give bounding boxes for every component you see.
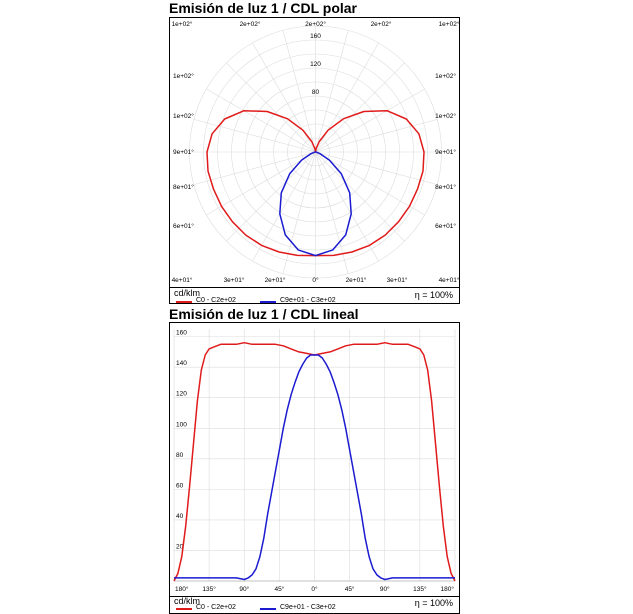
polar-angle-label: 3e+01° [387, 276, 408, 284]
linear-legend-label-2: C9e+01 - C3e+02 [280, 604, 336, 611]
linear-x-tick-label: 45° [274, 585, 284, 593]
polar-grid-spoke [315, 88, 425, 153]
polar-radial-tick-label: 120 [310, 61, 321, 68]
polar-grid-spoke [206, 88, 316, 153]
linear-chart-plot: 20 40 60 80 100 120 140 160 180° 135° 90° 45° 0° 45° 9… [173, 329, 456, 593]
linear-y-tick-label: 160 [176, 330, 187, 337]
linear-x-tick-label: 180° [175, 585, 189, 593]
polar-grid-spoke [193, 119, 316, 153]
polar-series-2-curve [279, 151, 352, 257]
polar-grid-spoke [226, 62, 316, 153]
polar-grid-spoke [315, 151, 438, 185]
polar-angle-label: 0° [312, 276, 319, 284]
polar-grid-spoke [252, 151, 316, 262]
polar-angle-label: 6e+01° [173, 222, 194, 230]
polar-angle-label: 2e+02° [371, 20, 392, 28]
polar-legend-swatch-red [176, 301, 192, 303]
polar-radial-tick-label: 160 [310, 33, 321, 40]
polar-angle-label: 1e+02° [172, 20, 193, 28]
polar-grid-spoke [315, 151, 425, 216]
polar-grid-spoke [315, 151, 405, 242]
linear-y-tick-label: 60 [176, 482, 184, 489]
polar-grid-spoke [315, 30, 349, 153]
polar-angle-label: 9e+01° [435, 148, 456, 156]
polar-grid-spoke [315, 151, 379, 262]
linear-y-tick-label: 100 [176, 421, 187, 428]
polar-angle-label: 4e+01° [172, 276, 193, 284]
polar-grid-spoke [315, 119, 438, 153]
linear-series-2-line [174, 354, 455, 581]
polar-angle-label: 2e+02° [240, 20, 261, 28]
polar-angle-label: 2e+02° [305, 20, 326, 28]
linear-legend-swatch-blue [260, 608, 276, 610]
polar-angle-label: 1e+02° [173, 72, 194, 80]
polar-legend-label-2: C9e+01 - C3e+02 [280, 297, 336, 304]
polar-angle-label: 8e+01° [173, 183, 194, 191]
polar-chart-panel: 80 120 160 1e+02° 2e+02° 2e+02° 2e+02° 1e+02° 1e… [169, 17, 460, 304]
polar-angle-label: 1e+02° [435, 72, 456, 80]
linear-y-tick-label: 80 [176, 452, 184, 459]
polar-radial-tick-label: 80 [312, 89, 320, 96]
linear-x-tick-label: 90° [239, 585, 249, 593]
polar-legend-swatch-blue [260, 301, 276, 303]
linear-unit-label: cd/klm [174, 596, 201, 606]
polar-angle-label: 4e+01° [439, 276, 459, 284]
polar-efficiency-label: η = 100% [414, 290, 453, 300]
linear-x-tick-label: 135° [413, 585, 427, 593]
polar-angle-label: 2e+01° [265, 276, 286, 284]
linear-chart-title: Emisión de luz 1 / CDL lineal [169, 306, 359, 322]
linear-y-tick-label: 20 [176, 543, 184, 550]
polar-grid-spoke [193, 151, 316, 185]
linear-footer-separator [170, 596, 459, 597]
polar-angle-label: 2e+01° [346, 276, 367, 284]
linear-y-tick-label: 120 [176, 391, 187, 398]
polar-angle-label: 9e+01° [173, 148, 194, 156]
linear-x-tick-label: 135° [202, 585, 216, 593]
polar-angle-label: 1e+02° [435, 112, 456, 120]
polar-chart-plot: 80 120 160 1e+02° 2e+02° 2e+02° 2e+02° 1e+02° 1e… [172, 20, 459, 284]
polar-angle-label: 3e+01° [224, 276, 245, 284]
linear-x-tick-label: 180° [441, 585, 455, 593]
polar-angle-label: 6e+01° [435, 222, 456, 230]
linear-x-tick-label: 0° [311, 585, 318, 593]
polar-angle-label: 1e+02° [173, 112, 194, 120]
polar-grid-spoke [282, 30, 316, 153]
linear-legend-swatch-red [176, 608, 192, 610]
polar-angle-label: 8e+01° [435, 183, 456, 191]
polar-angle-label: 1e+02° [439, 20, 459, 28]
polar-footer-separator [170, 287, 459, 288]
linear-efficiency-label: η = 100% [414, 598, 453, 608]
linear-y-tick-label: 40 [176, 513, 184, 520]
polar-unit-label: cd/klm [174, 288, 201, 298]
polar-grid-spoke [226, 151, 316, 242]
polar-chart-title: Emisión de luz 1 / CDL polar [169, 0, 357, 16]
linear-legend-label-1: C0 - C2e+02 [196, 604, 236, 611]
linear-x-tick-label: 45° [345, 585, 355, 593]
polar-grid-spoke [206, 151, 316, 216]
polar-grid-spoke [315, 62, 405, 153]
linear-x-tick-label: 90° [380, 585, 390, 593]
polar-legend-label-1: C0 - C2e+02 [196, 297, 236, 304]
linear-chart-panel: 20 40 60 80 100 120 140 160 180° 135° 90° 45° 0° 45° 9… [169, 322, 460, 614]
linear-y-tick-label: 140 [176, 360, 187, 367]
